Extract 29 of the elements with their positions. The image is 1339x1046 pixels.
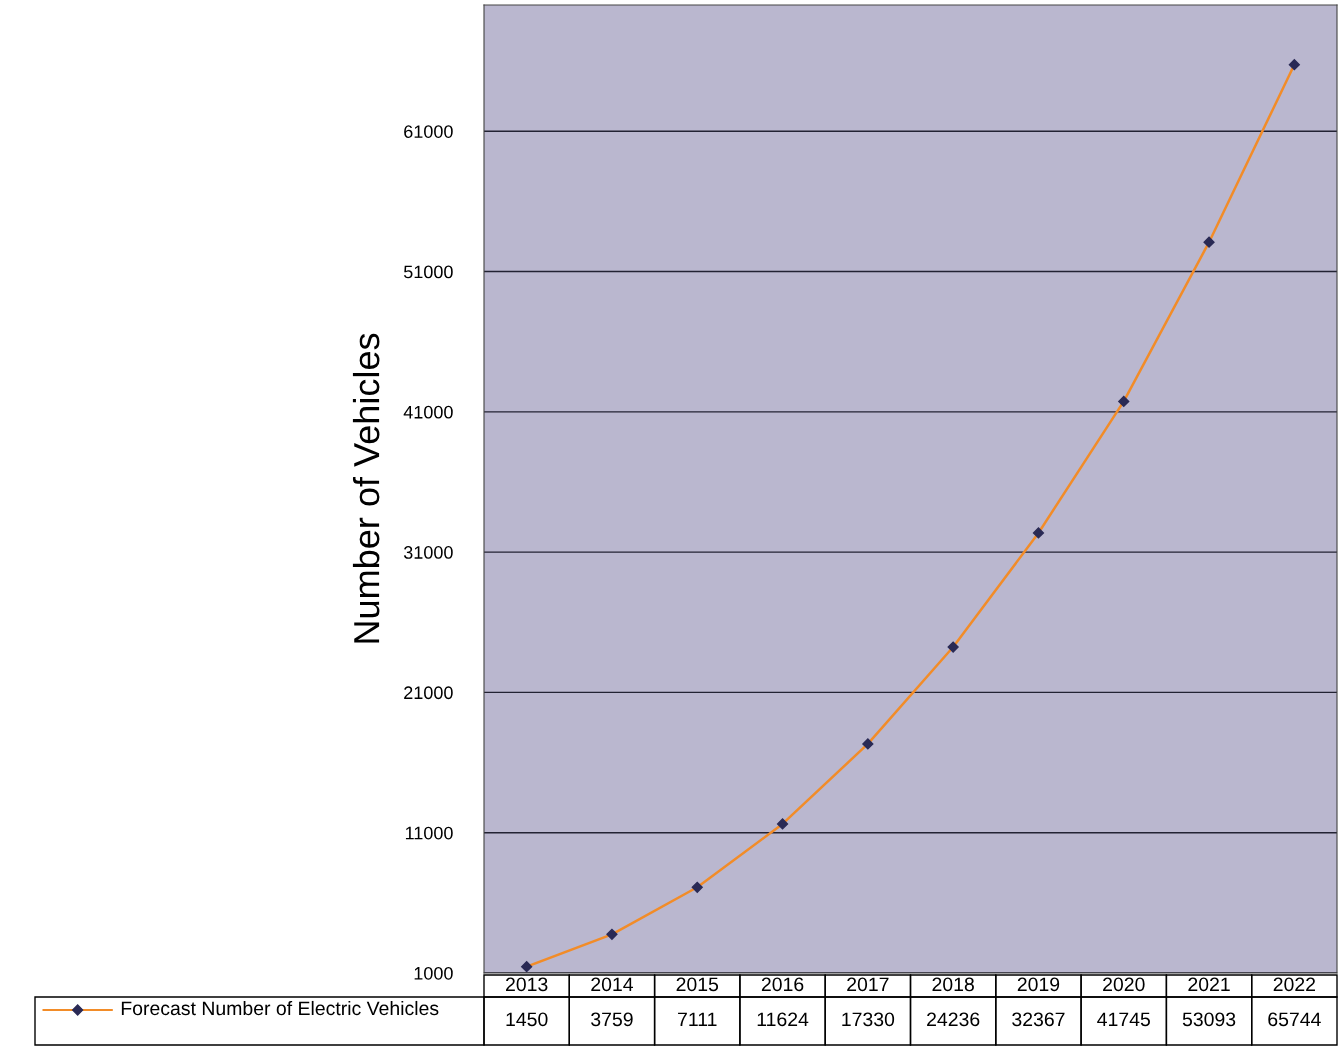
- data-label: 3759: [591, 1012, 633, 1027]
- data-label: 32367: [1012, 1012, 1065, 1027]
- x-tick-label: 2016: [761, 977, 804, 992]
- data-label: 1450: [506, 1012, 548, 1027]
- x-tick-label: 2019: [1017, 977, 1060, 992]
- data-label: 24236: [927, 1012, 980, 1027]
- legend-label: Forecast Number of Electric Vehicles: [121, 1000, 439, 1016]
- data-label: 11624: [757, 1012, 809, 1027]
- x-tick-label: 2020: [1103, 977, 1145, 992]
- x-tick-label: 2021: [1188, 977, 1230, 992]
- x-tick-label: 2022: [1273, 977, 1315, 992]
- x-tick-label: 2013: [506, 977, 548, 992]
- data-label: 17330: [842, 1012, 895, 1027]
- x-tick-label: 2015: [676, 977, 719, 992]
- x-tick-label: 2017: [847, 977, 889, 992]
- y-tick-label: 31000: [403, 546, 453, 559]
- y-axis-title: Number of Vehicles: [352, 333, 380, 643]
- x-tick-label: 2014: [591, 977, 634, 992]
- data-label: 41745: [1097, 1012, 1150, 1027]
- y-tick-label: 21000: [404, 686, 453, 700]
- y-tick-label: 41000: [403, 405, 453, 419]
- y-tick-label: 51000: [403, 265, 453, 279]
- x-tick-label: 2018: [932, 977, 974, 992]
- y-tick-label: 1000: [414, 966, 453, 980]
- y-tick-label: 11000: [405, 826, 453, 840]
- data-label: 7111: [678, 1012, 717, 1027]
- data-label: 65744: [1268, 1012, 1321, 1027]
- data-label: 53093: [1182, 1012, 1236, 1027]
- y-tick-label: 61000: [404, 125, 453, 138]
